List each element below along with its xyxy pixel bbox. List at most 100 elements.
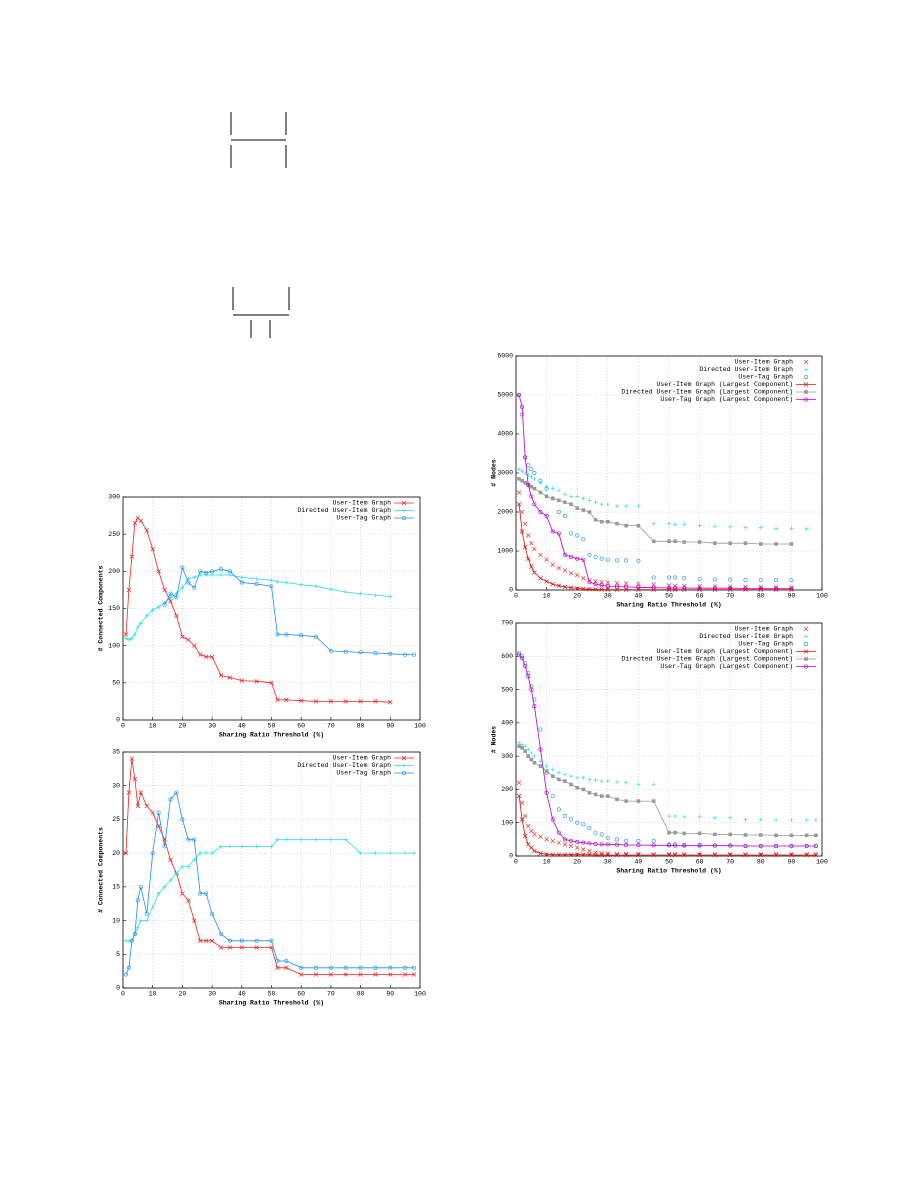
marker-plus — [667, 814, 671, 819]
marker-plus — [168, 878, 173, 883]
series — [517, 740, 818, 823]
marker-circle — [813, 844, 818, 849]
legend-marker — [804, 390, 808, 394]
marker-x — [568, 852, 574, 857]
marker-x — [343, 972, 348, 977]
marker-circle — [532, 697, 537, 702]
marker-square — [529, 484, 534, 489]
marker-square — [517, 744, 521, 748]
marker-x — [388, 972, 393, 977]
y-tick-label: 50 — [112, 680, 120, 687]
marker-x — [743, 852, 748, 857]
marker-circle — [180, 817, 185, 822]
marker-plus — [254, 576, 259, 581]
x-tick-label: 10 — [543, 593, 551, 600]
marker-plus — [651, 782, 656, 787]
marker-circle — [174, 790, 179, 795]
marker-plus — [343, 837, 348, 842]
marker-circle — [517, 392, 522, 397]
x-tick-label: 20 — [178, 723, 186, 730]
marker-circle — [789, 586, 794, 591]
marker-circle — [587, 552, 592, 557]
marker-x — [773, 852, 779, 857]
marker-circle — [666, 586, 671, 591]
legend-marker — [804, 634, 808, 639]
legend-label: User-Tag Graph — [738, 374, 793, 381]
marker-plus — [180, 585, 185, 590]
legend-marker — [804, 657, 808, 661]
marker-plus — [529, 474, 534, 479]
marker-x — [129, 554, 135, 559]
marker-plus — [575, 775, 580, 780]
marker-square — [682, 831, 687, 836]
marker-square — [789, 833, 794, 838]
marker-x — [411, 972, 417, 977]
marker-circle — [593, 842, 598, 847]
marker-x — [135, 803, 141, 809]
x-tick-label: 50 — [268, 723, 276, 730]
series — [517, 467, 809, 531]
marker-circle — [186, 580, 191, 585]
marker-x — [298, 698, 304, 703]
marker-x — [254, 679, 259, 684]
marker-square — [575, 506, 579, 510]
marker-circle — [544, 513, 549, 518]
x-tick-label: 40 — [634, 859, 642, 866]
marker-x — [593, 587, 598, 592]
marker-plus — [162, 884, 167, 889]
marker-x — [532, 546, 537, 552]
marker-circle — [156, 810, 161, 815]
x-tick-label: 100 — [816, 859, 828, 866]
marker-x — [519, 800, 525, 805]
x-axis-label: Sharing Ratio Threshold (%) — [219, 1000, 324, 1007]
marker-circle — [575, 820, 580, 825]
marker-plus — [284, 837, 289, 842]
marker-circle — [605, 835, 610, 840]
x-tick-label: 20 — [178, 991, 186, 998]
marker-circle — [605, 557, 610, 562]
series — [517, 652, 818, 849]
marker-circle — [569, 554, 574, 559]
marker-x — [525, 823, 531, 829]
marker-circle — [682, 586, 687, 591]
x-tick-label: 80 — [357, 991, 365, 998]
marker-circle — [599, 842, 604, 847]
marker-x — [284, 697, 289, 703]
marker-x — [168, 857, 173, 863]
marker-plus — [728, 524, 733, 529]
marker-circle — [227, 938, 232, 943]
marker-plus — [210, 573, 215, 578]
marker-x — [328, 699, 334, 704]
x-tick-label: 60 — [696, 859, 704, 866]
marker-x — [373, 972, 378, 977]
marker-plus — [587, 777, 592, 782]
marker-circle — [132, 932, 137, 937]
marker-circle — [569, 839, 574, 844]
marker-circle — [599, 583, 604, 588]
marker-circle — [192, 837, 197, 842]
marker-circle — [299, 633, 304, 638]
marker-circle — [587, 825, 592, 830]
marker-circle — [520, 655, 525, 660]
marker-square — [615, 797, 619, 802]
marker-x — [581, 586, 586, 592]
marker-circle — [343, 649, 348, 654]
marker-circle — [328, 648, 333, 653]
legend-label: User-Item Graph — [332, 755, 391, 762]
plot-frame — [515, 622, 823, 857]
marker-circle — [666, 575, 671, 580]
marker-circle — [581, 557, 586, 562]
marker-circle — [743, 586, 748, 591]
marker-x — [599, 852, 604, 858]
series — [123, 790, 417, 977]
marker-circle — [526, 463, 531, 468]
marker-x — [623, 852, 629, 858]
marker-square — [587, 790, 592, 795]
marker-plus — [403, 851, 408, 856]
marker-circle — [198, 569, 203, 574]
marker-circle — [162, 602, 167, 607]
marker-circle — [269, 938, 274, 943]
x-tick-label: 40 — [238, 723, 246, 730]
marker-circle — [556, 807, 561, 812]
marker-plus — [712, 815, 717, 820]
